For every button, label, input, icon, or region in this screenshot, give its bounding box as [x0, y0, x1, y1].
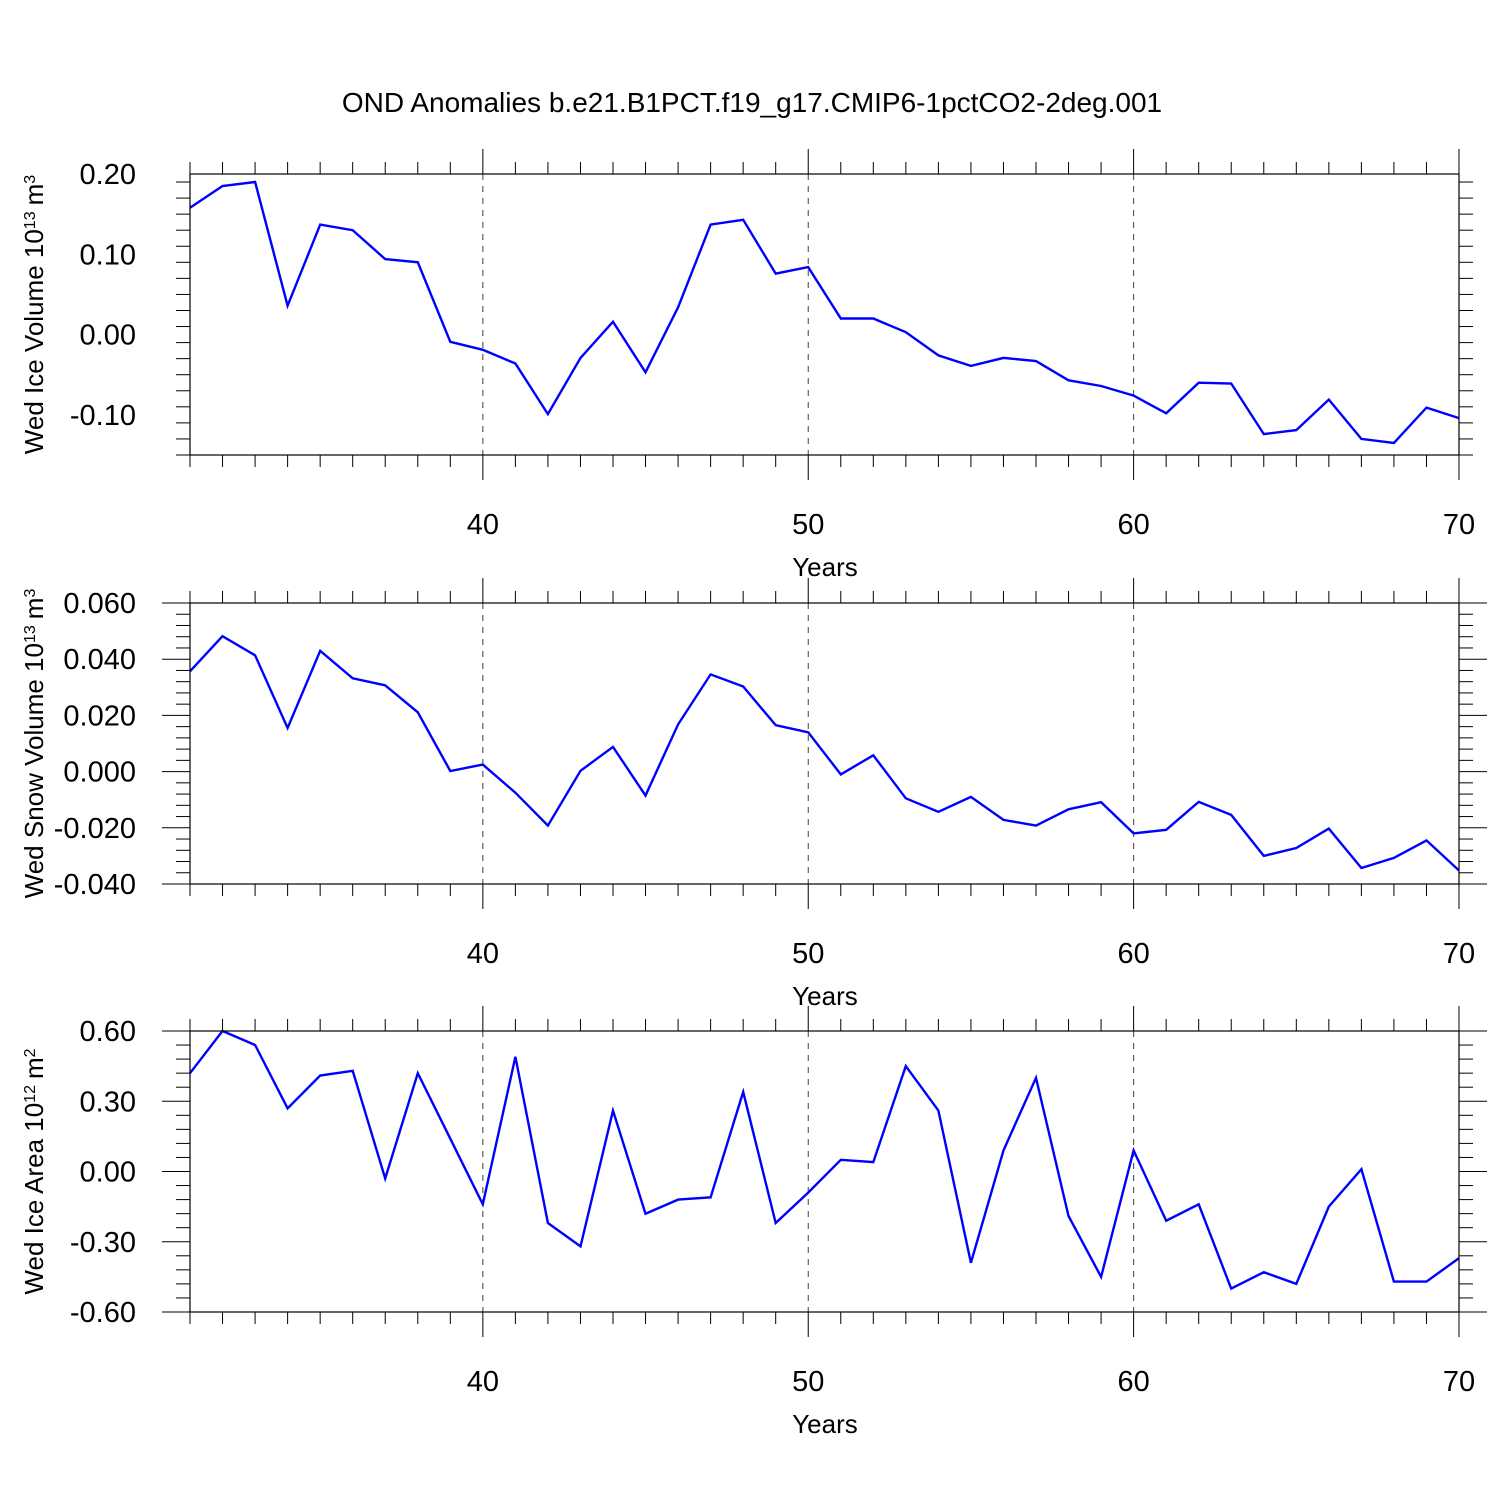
panel-2: -0.040 -0.020 0.000 0.020 0.040 0.060 40 50 60 70… [19, 578, 1487, 1011]
panel-3: -0.60 -0.30 0.00 0.30 0.60 40 50 60 70 Years Wed I… [19, 1006, 1487, 1439]
panel-1-y-tick-label-1: 0.00 [80, 320, 136, 352]
chart-title: OND Anomalies b.e21.B1PCT.f19_g17.CMIP6-… [342, 87, 1162, 118]
panel-2-y-axis-label-name: Wed Snow Volume [19, 672, 49, 898]
panel-2-x-tick-label-2: 60 [1117, 938, 1149, 970]
panel-1-x-tick-label-1: 50 [792, 509, 824, 541]
panel-3-frame [189, 1030, 1460, 1313]
panel-3-y-axis-label-unit: m [19, 1057, 49, 1079]
panel-3-y-tick-label-3: 0.30 [80, 1086, 136, 1118]
panel-1-y-tick-label-2: 0.10 [80, 239, 136, 271]
panel-2-x-axis-label: Years [792, 981, 858, 1011]
panel-3-x-tick-label-1: 50 [792, 1366, 824, 1398]
panel-1-x-tick-label-3: 70 [1443, 509, 1475, 541]
panel-2-y-axis-label-unit: m [19, 598, 49, 620]
panel-2-x-tick-label-3: 70 [1443, 938, 1475, 970]
panel-3-x-tick-label-3: 70 [1443, 1366, 1475, 1398]
panel-1-y-axis-label-name: Wed Ice Volume [19, 258, 49, 454]
panel-2-y-tick-label-3: 0.020 [63, 700, 136, 732]
panel-1-y-axis-label-unit: m [19, 184, 49, 206]
panel-3-y-axis-label-pow: 2 [22, 1048, 39, 1057]
panel-2-y-axis-label-pow: 3 [22, 589, 39, 598]
panel-3-y-axis-label-name: Wed Ice Area [19, 1132, 49, 1295]
panel-1-series-line [189, 180, 1460, 445]
panel-2-y-axis-label-exp: 13 [22, 625, 39, 643]
panel-3-y-axis-label-exp: 12 [22, 1085, 39, 1103]
panel-1-y-axis-label: Wed Ice Volume 1013 m3 [19, 175, 49, 454]
panel-1-y-tick-label-0: -0.10 [70, 400, 136, 432]
panel-3-x-tick-label-0: 40 [467, 1366, 499, 1398]
panel-2-x-tick-label-1: 50 [792, 938, 824, 970]
panel-1-y-tick-label-3: 0.20 [80, 159, 136, 191]
panel-1-frame [189, 173, 1460, 456]
panel-3-x-tick-label-2: 60 [1117, 1366, 1149, 1398]
panel-3-y-tick-label-2: 0.00 [80, 1157, 136, 1189]
panel-2-y-tick-label-0: -0.040 [54, 869, 136, 901]
panel-2-y-axis-label-base: 10 [19, 643, 49, 672]
panel-3-series-line [189, 1029, 1460, 1291]
panel-3-x-axis-label: Years [792, 1409, 858, 1439]
panel-3-y-axis-label: Wed Ice Area 1012 m2 [19, 1048, 49, 1294]
panel-2-y-tick-label-5: 0.060 [63, 588, 136, 620]
panel-3-ticks [162, 1006, 1487, 1337]
panel-1-y-axis-label-exp: 13 [22, 211, 39, 229]
panel-3-y-tick-label-4: 0.60 [80, 1016, 136, 1048]
panel-2-x-tick-label-0: 40 [467, 938, 499, 970]
panel-2-ticks [162, 578, 1487, 909]
panel-2-series-line [189, 634, 1460, 872]
panel-3-y-axis-label-base: 10 [19, 1103, 49, 1132]
panel-1-x-tick-label-2: 60 [1117, 509, 1149, 541]
panel-2-frame [189, 602, 1460, 885]
panel-2-y-axis-label: Wed Snow Volume 1013 m3 [19, 589, 49, 899]
panel-2-y-tick-label-2: 0.000 [63, 757, 136, 789]
panel-1-y-axis-label-base: 10 [19, 229, 49, 258]
panel-1-ticks [176, 149, 1473, 480]
panel-3-y-tick-label-1: -0.30 [70, 1227, 136, 1259]
panel-2-y-tick-label-1: -0.020 [54, 813, 136, 845]
panel-1-x-tick-label-0: 40 [467, 509, 499, 541]
panel-2-y-tick-label-4: 0.040 [63, 644, 136, 676]
panel-1-y-axis-label-pow: 3 [22, 175, 39, 184]
panel-1-x-axis-label: Years [792, 552, 858, 582]
panel-3-y-tick-label-0: -0.60 [70, 1297, 136, 1329]
panel-1: -0.10 0.00 0.10 0.20 40 50 60 70 Years Wed Ice Vo… [19, 149, 1475, 582]
